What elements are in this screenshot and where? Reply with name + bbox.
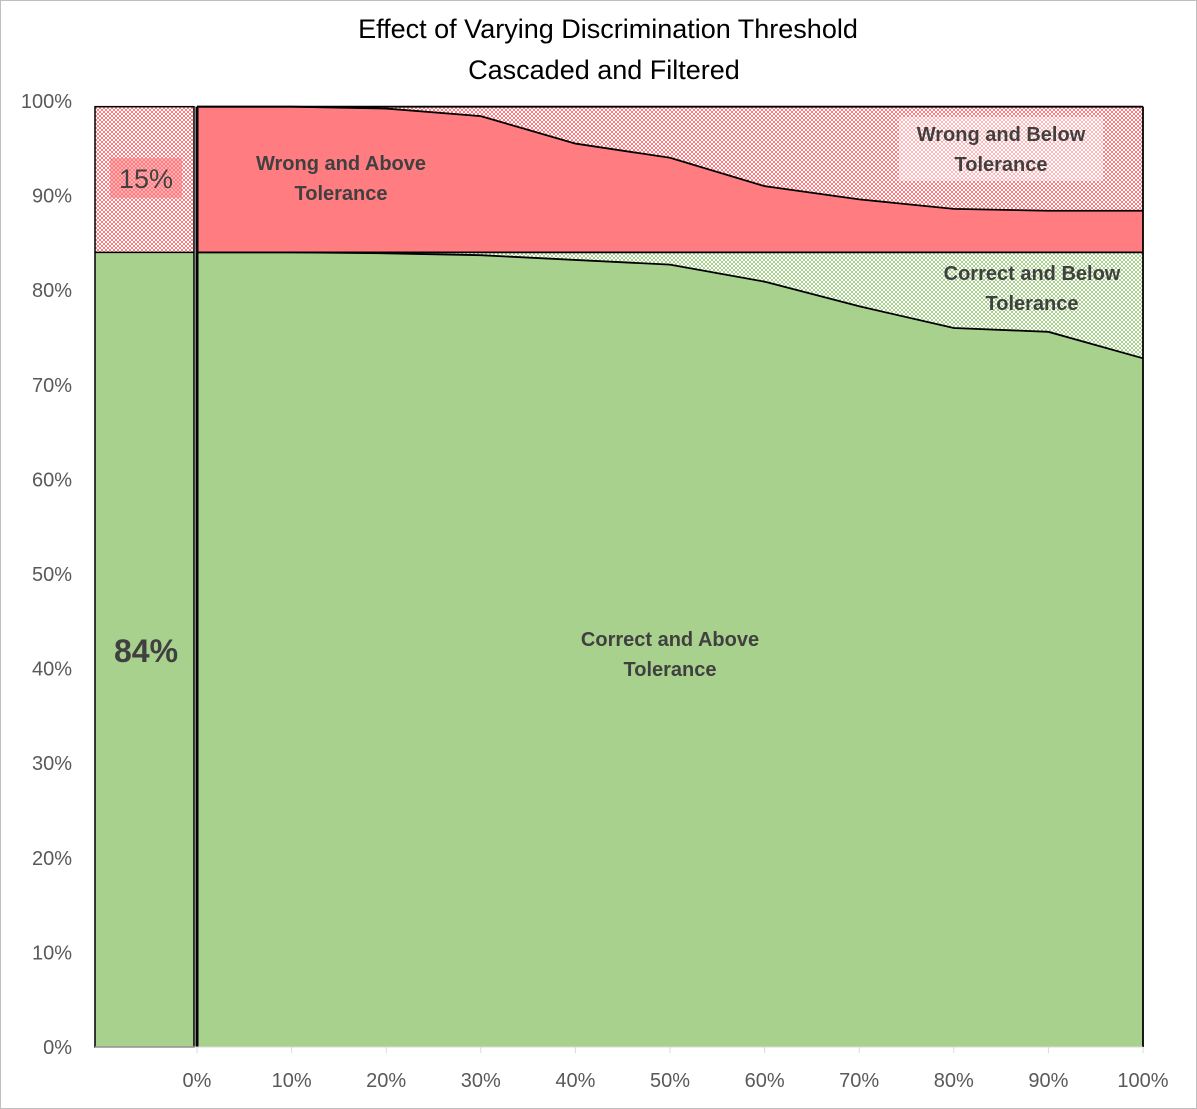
region-labels: Wrong and Above Tolerance Wrong and Below T… <box>256 117 1121 681</box>
x-tick-label: 20% <box>366 1070 406 1092</box>
y-tick-label: 90% <box>32 186 72 208</box>
series-lines <box>195 105 1144 1047</box>
label-correct-above-tolerance-text: Tolerance <box>624 659 717 681</box>
y-tick-label: 60% <box>32 469 72 491</box>
label-correct-below-tolerance-text: Tolerance <box>986 293 1079 315</box>
label-wrong-below-tolerance-text: Wrong and Below <box>917 124 1086 146</box>
label-wrong-above-tolerance-text: Tolerance <box>295 183 388 205</box>
x-tick-label: 70% <box>839 1070 879 1092</box>
baseline-panel: 15% 84% <box>94 105 195 1048</box>
label-correct-below-tolerance: Correct and Below Tolerance <box>944 263 1121 315</box>
area-correct-above-tolerance <box>197 252 1143 1048</box>
label-wrong-above-tolerance-text: Wrong and Above <box>256 153 426 175</box>
y-tick-label: 70% <box>32 375 72 397</box>
x-axis: 0% 10% 20% 30% 40% 50% 60% 70% 80% 90% 100% <box>95 1046 1169 1092</box>
label-wrong-above-tolerance: Wrong and Above Tolerance <box>256 153 426 205</box>
x-tick-label: 80% <box>934 1070 974 1092</box>
y-tick-label: 100% <box>21 91 72 113</box>
plot-areas <box>197 106 1143 1048</box>
label-correct-above-tolerance: Correct and Above Tolerance <box>581 629 759 681</box>
y-tick-label: 50% <box>32 564 72 586</box>
y-tick-label: 30% <box>32 753 72 775</box>
label-wrong-below-tolerance-text: Tolerance <box>955 154 1048 176</box>
baseline-wrong-label: 15% <box>119 164 173 194</box>
y-tick-label: 40% <box>32 659 72 681</box>
label-wrong-below-tolerance-bg <box>899 117 1103 181</box>
area-wrong-below-tolerance <box>197 106 1143 211</box>
x-tick-label: 40% <box>555 1070 595 1092</box>
y-axis: 0% 10% 20% 30% 40% 50% 60% 70% 80% 90% 100% <box>21 91 72 1059</box>
label-correct-above-tolerance-text: Correct and Above <box>581 629 759 651</box>
x-tick-label: 0% <box>183 1070 212 1092</box>
x-tick-label: 30% <box>461 1070 501 1092</box>
y-tick-label: 10% <box>32 942 72 964</box>
label-wrong-below-tolerance: Wrong and Below Tolerance <box>899 117 1103 181</box>
x-tick-label: 50% <box>650 1070 690 1092</box>
baseline-correct-label: 84% <box>114 633 178 669</box>
label-correct-below-tolerance-text: Correct and Below <box>944 263 1121 285</box>
baseline-correct-bar <box>95 252 194 1048</box>
x-tick-label: 10% <box>272 1070 312 1092</box>
x-tick-label: 60% <box>745 1070 785 1092</box>
y-tick-label: 0% <box>43 1037 72 1059</box>
chart-subtitle: Cascaded and Filtered <box>468 55 740 85</box>
area-wrong-above-tolerance <box>197 106 1143 253</box>
y-tick-label: 20% <box>32 848 72 870</box>
baseline-wrong-label-bg <box>110 158 182 198</box>
x-tick-label: 90% <box>1028 1070 1068 1092</box>
area-correct-below-tolerance <box>197 252 1143 359</box>
chart-title: Effect of Varying Discrimination Thresho… <box>358 14 858 44</box>
line-wrong-above-tolerance <box>197 105 1143 212</box>
y-tick-label: 80% <box>32 280 72 302</box>
x-tick-label: 100% <box>1117 1070 1168 1092</box>
